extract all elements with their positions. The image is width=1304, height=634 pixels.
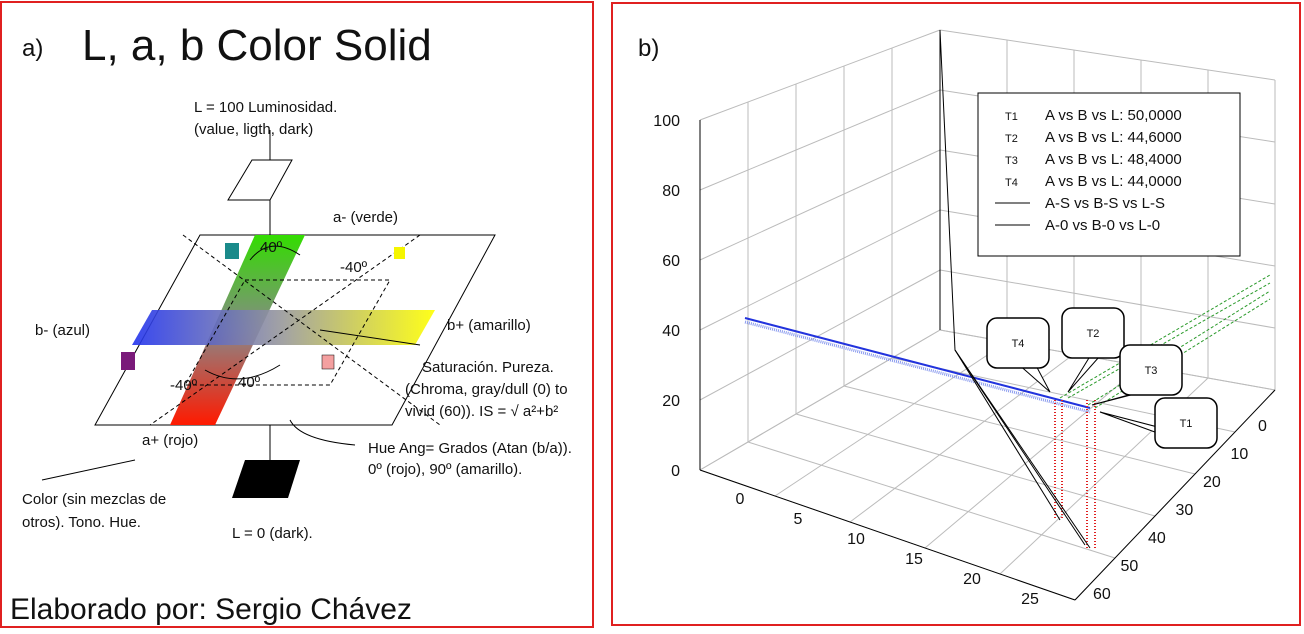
footer: Elaborado por: Sergio Chávez [10,593,412,626]
grid-line [748,442,1115,558]
label: vivid (60)). IS = √ a²+b² [405,403,558,420]
z-tick-label: 80 [662,183,680,200]
label: -40º [340,259,368,276]
z-tick-label: 20 [662,393,680,410]
label: L = 0 (dark). [232,525,313,542]
legend-label: A vs B vs L: 44,6000 [1045,129,1182,146]
label: Hue Ang= Grados (Atan (b/a)). [368,440,572,457]
panel-a: a) L, a, b Color Solid L = 100 Luminosid… [1,2,593,627]
label: b+ (amarillo) [447,317,531,334]
top-plane [228,160,292,200]
y-tick-label: 40 [1148,530,1166,547]
z-tick-label: 40 [662,323,680,340]
legend-label: A vs B vs L: 48,4000 [1045,151,1182,168]
grid-line [775,342,1007,496]
axis-line [700,470,1075,600]
callout-label: T3 [1145,365,1158,377]
x-tick-label: 0 [736,491,745,508]
z-tick-label: 60 [662,253,680,270]
legend-marker: T1 [1005,111,1018,123]
grid-line [700,270,940,400]
figure: a) L, a, b Color Solid L = 100 Luminosid… [0,0,1304,629]
title: L, a, b Color Solid [82,21,432,70]
x-tick-label: 20 [963,571,981,588]
legend-label: A-S vs B-S vs L-S [1045,195,1165,212]
grid-line [940,30,1275,80]
x-tick-label: 15 [905,551,923,568]
black-line [940,30,955,350]
callout-label: T4 [1012,338,1025,350]
y-tick-label: 20 [1203,474,1221,491]
label: 40º [260,239,283,256]
legend-marker: T4 [1005,177,1018,189]
y-tick-label: 0 [1258,418,1267,435]
label: -40º [170,377,198,394]
grid-line [700,90,940,190]
b-band [132,310,435,345]
label: a+ (rojo) [142,432,198,449]
callout-label: T2 [1087,328,1100,340]
y-tick-label: 50 [1121,558,1139,575]
x-tick-label: 25 [1021,591,1039,608]
swatch [121,352,135,370]
black-line [955,350,1090,548]
grid-line [700,330,940,470]
black-line [955,350,1060,520]
y-tick-label: 10 [1231,446,1249,463]
callout-label: T1 [1180,418,1193,430]
label: 0º (rojo), 90º (amarillo). [368,461,522,478]
swatch [225,243,239,259]
legend-marker: T3 [1005,155,1018,167]
z-tick-label: 100 [653,113,680,130]
grid-line [796,414,1155,516]
label: (Chroma, gray/dull (0) to [405,381,568,398]
label: otros). Tono. Hue. [22,514,141,531]
label: 40º [238,374,261,391]
bottom-plane [232,460,300,498]
grid-line [844,386,1195,474]
z-tick-label: 0 [671,463,680,480]
x-tick-label: 10 [847,531,865,548]
label: a- (verde) [333,209,398,226]
panel-b: b) 0 20 40 60 80 100 0 5 10 15 20 25 0 10 20 30 40 50 60 T1… [612,3,1300,625]
grid-line [700,150,940,260]
swatch [322,355,334,369]
legend-label: A-0 vs B-0 vs L-0 [1045,217,1160,234]
panel-label: b) [638,35,659,62]
y-tick-label: 60 [1093,586,1111,603]
label: L = 100 Luminosidad. [194,99,337,116]
legend-label: A vs B vs L: 50,0000 [1045,107,1182,124]
grid-line [700,210,940,330]
grid-line [700,30,940,120]
label: b- (azul) [35,322,90,339]
label: Saturación. Pureza. [422,359,554,376]
swatch [394,247,405,259]
y-tick-label: 30 [1176,502,1194,519]
label: Color (sin mezclas de [22,491,166,508]
legend-marker: T2 [1005,133,1018,145]
x-tick-label: 5 [794,511,803,528]
pointer [42,460,135,480]
label: (value, ligth, dark) [194,121,313,138]
legend-label: A vs B vs L: 44,0000 [1045,173,1182,190]
panel-label: a) [22,35,43,62]
